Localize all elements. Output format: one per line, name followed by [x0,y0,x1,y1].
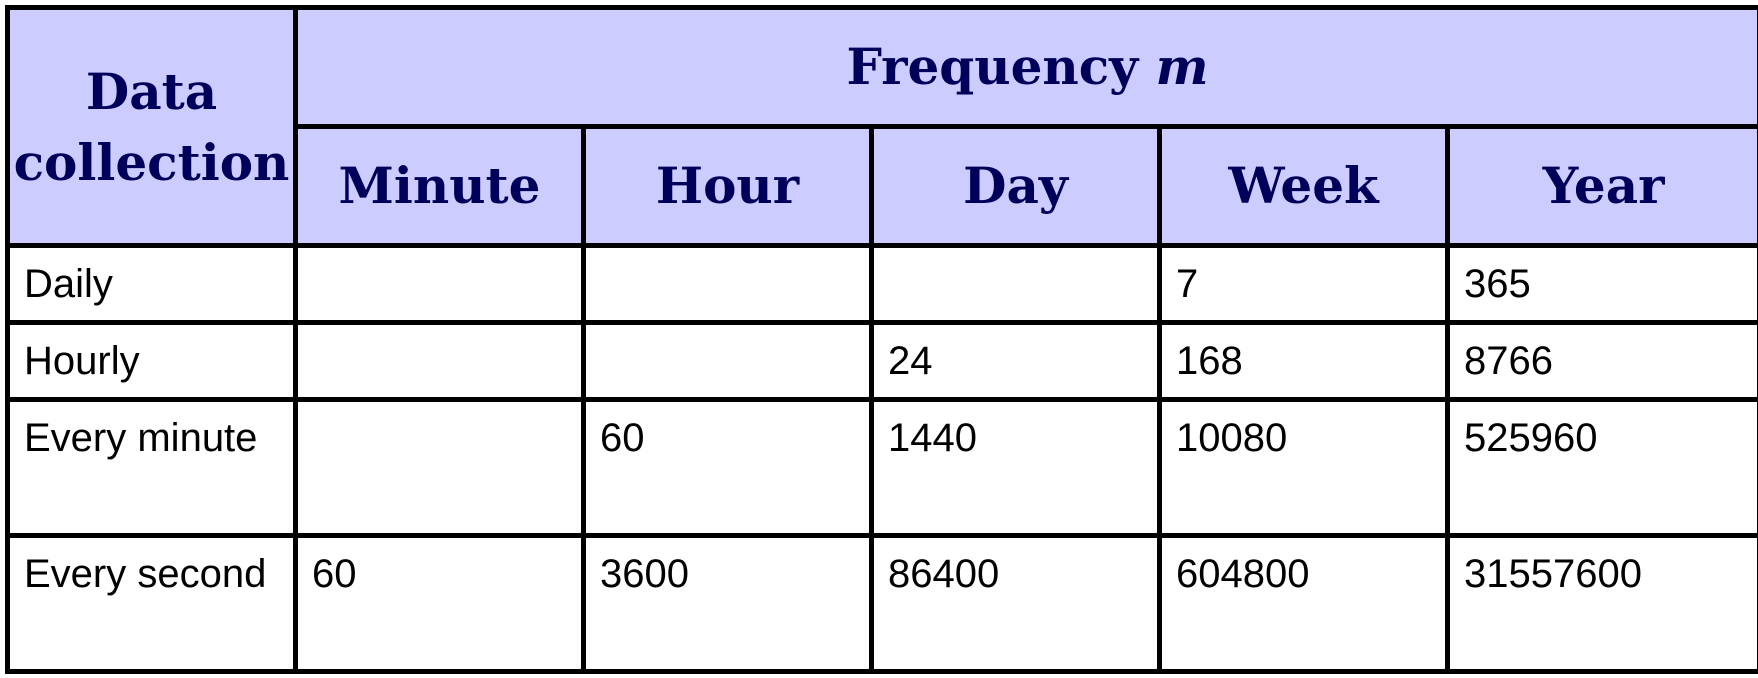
column-header: Minute [293,124,586,248]
column-header: Hour [581,124,874,248]
column-header: Week [1157,124,1450,248]
table-cell [869,243,1162,325]
table-cell: 7 [1157,243,1450,325]
table-cell: 60 [293,533,586,674]
table-cell: 525960 [1444,397,1758,538]
table-cell [581,320,874,402]
group-header-variable: m [1155,36,1209,96]
table-cell [581,243,874,325]
group-header: Frequency m [292,5,1758,129]
table-cell: 1440 [869,397,1162,538]
table-cell: 10080 [1157,397,1450,538]
header-row-top: Data collection Frequency m [5,5,1758,248]
row-label: Every second [5,533,298,674]
group-header-label: Frequency [846,36,1139,96]
row-label: Hourly [5,320,298,402]
table-cell: 24 [869,320,1162,402]
table-cell: 365 [1444,243,1758,325]
corner-header: Data collection [5,5,298,248]
table-cell: 86400 [869,533,1162,674]
table-row: Every minute 60 1440 10080 525960 [5,397,1758,538]
header-row-columns: Minute Hour Day Week Year [8,124,1758,248]
table-cell [293,320,586,402]
table-cell: 604800 [1157,533,1450,674]
frequency-table: Data collection Frequency m Minute Hour … [5,5,1758,674]
table-cell: 3600 [581,533,874,674]
table-row: Hourly 24 168 8766 [5,320,1758,402]
column-header: Day [869,124,1162,248]
table-cell: 8766 [1444,320,1758,402]
table-cell: 31557600 [1444,533,1758,674]
row-label: Daily [5,243,298,325]
table-cell: 168 [1157,320,1450,402]
table-cell [293,397,586,538]
row-label: Every minute [5,397,298,538]
table-cell [293,243,586,325]
table-cell: 60 [581,397,874,538]
table-row: Daily 7 365 [5,243,1758,325]
table-row: Every second 60 3600 86400 604800 315576… [5,533,1758,674]
column-header: Year [1444,124,1758,248]
